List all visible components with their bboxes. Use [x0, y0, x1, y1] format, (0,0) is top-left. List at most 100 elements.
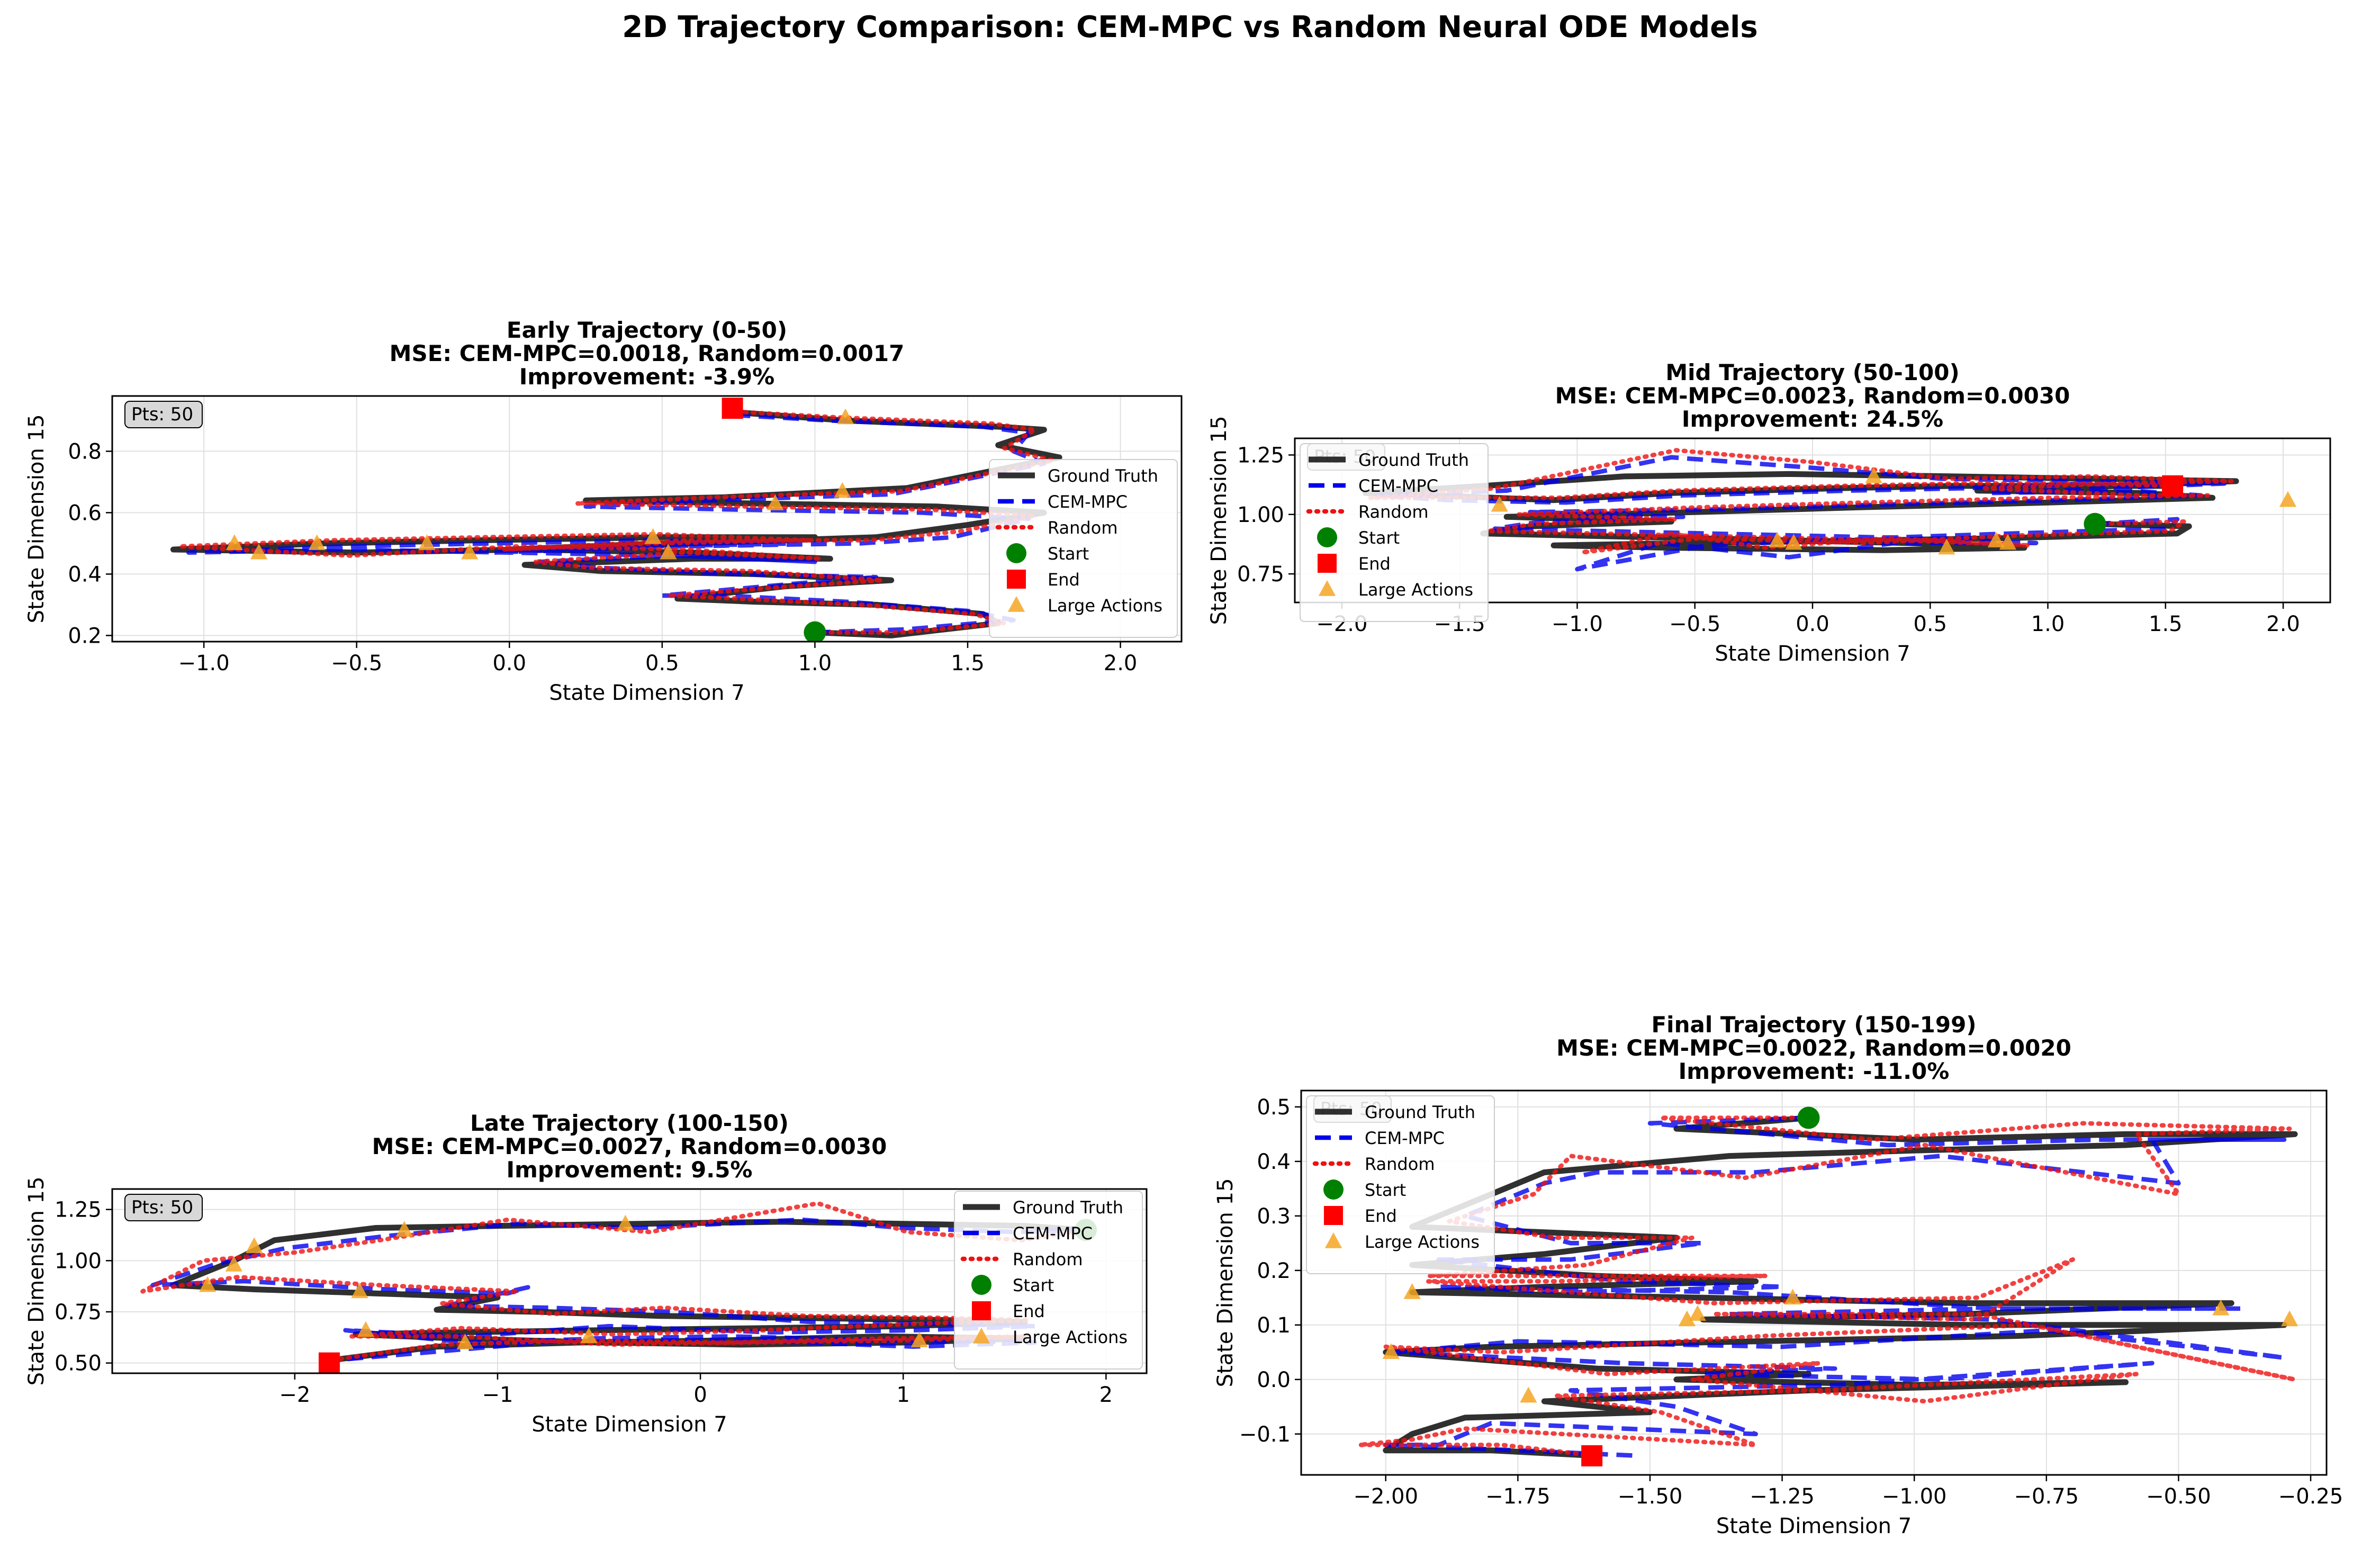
y-tick-label: 0.75: [55, 1300, 102, 1325]
subplot-title-line: MSE: CEM-MPC=0.0022, Random=0.0020: [1556, 1035, 2071, 1061]
large-action-marker: [226, 534, 244, 551]
legend-item: CEM-MPC: [998, 492, 1128, 512]
y-tick-label: 1.00: [55, 1249, 102, 1273]
x-tick-label: 1.0: [2031, 612, 2065, 636]
subplot-1: Early Trajectory (0-50)MSE: CEM-MPC=0.00…: [24, 317, 1183, 705]
x-tick-label: −2: [279, 1383, 310, 1407]
legend-label: End: [1013, 1301, 1045, 1321]
figure-title: 2D Trajectory Comparison: CEM-MPC vs Ran…: [622, 10, 1757, 44]
large-action-marker: [1999, 534, 2017, 550]
large-action-marker: [767, 494, 784, 510]
y-tick-label: 0.0: [1257, 1368, 1291, 1392]
subplot-title-line: Final Trajectory (150-199): [1651, 1012, 1976, 1038]
axes-frame: [1300, 1089, 2328, 1476]
legend-label: Ground Truth: [1358, 450, 1469, 470]
legend-swatch-large-actions: [972, 1328, 990, 1344]
legend-item: End: [1007, 570, 1080, 590]
subplot-4: Final Trajectory (150-199)MSE: CEM-MPC=0…: [1213, 1012, 2343, 1538]
subplot-title-line: MSE: CEM-MPC=0.0018, Random=0.0017: [390, 340, 905, 366]
points-badge-box: [124, 401, 203, 428]
legend-label: Large Actions: [1048, 596, 1162, 616]
x-axis-label: State Dimension 7: [1716, 1514, 1912, 1538]
legend-swatch-start: [1006, 543, 1026, 563]
x-tick-label: −0.50: [2146, 1484, 2211, 1509]
x-tick-label: −0.75: [2014, 1484, 2079, 1509]
legend-label: Start: [1365, 1180, 1406, 1200]
legend-label: Start: [1013, 1275, 1054, 1295]
x-tick-label: 2: [1099, 1383, 1113, 1407]
y-tick-label: −0.1: [1239, 1422, 1291, 1447]
large-action-marker: [2212, 1299, 2230, 1316]
legend-item: End: [1324, 1206, 1397, 1226]
legend-box: [989, 459, 1178, 638]
legend-label: Start: [1358, 528, 1400, 548]
points-badge: Pts: 50: [124, 1194, 203, 1221]
points-badge-label: Pts: 50: [131, 404, 193, 425]
large-action-marker: [660, 543, 677, 560]
y-axis-label: State Dimension 15: [1207, 416, 1231, 625]
legend-label: CEM-MPC: [1358, 476, 1438, 496]
subplot-2: Mid Trajectory (50-100)MSE: CEM-MPC=0.00…: [1207, 359, 2331, 666]
y-tick-label: 0.8: [68, 439, 102, 464]
legend-item: Start: [1317, 527, 1400, 548]
legend-label: Start: [1048, 544, 1089, 564]
legend-item: CEM-MPC: [963, 1223, 1093, 1244]
y-axis-label: State Dimension 15: [1213, 1178, 1238, 1388]
large-action-marker: [1403, 1283, 1421, 1299]
legend-label: Large Actions: [1365, 1232, 1480, 1252]
x-tick-label: 2.0: [1104, 651, 1138, 676]
legend-label: CEM-MPC: [1013, 1223, 1093, 1244]
legend-item: Random: [1306, 502, 1428, 522]
large-action-marker: [1865, 467, 1882, 483]
x-tick-label: 2.0: [2266, 612, 2300, 636]
legend-label: Ground Truth: [1365, 1102, 1475, 1122]
large-action-marker: [1520, 1386, 1537, 1403]
large-action-marker: [357, 1321, 375, 1337]
legend-item: Start: [1006, 543, 1089, 564]
x-tick-label: −1.0: [1552, 612, 1603, 636]
legend-box: [1306, 1095, 1495, 1274]
start-marker: [1797, 1106, 1820, 1129]
x-axis-label: State Dimension 7: [531, 1412, 727, 1437]
axes-frame: [111, 395, 1183, 643]
legend-item: Random: [995, 518, 1117, 538]
end-marker: [722, 398, 743, 419]
legend-swatch-large-actions: [1324, 1232, 1342, 1248]
plot-area: [1357, 1106, 2298, 1466]
x-tick-label: 1.5: [951, 651, 985, 676]
large-action-marker: [308, 534, 326, 551]
x-tick-label: 0.5: [645, 651, 679, 676]
legend-label: Large Actions: [1358, 580, 1473, 600]
series-cem-mpc: [1375, 455, 2227, 572]
legend: Ground Truth CEM-MPC Random Start End Large A…: [1300, 443, 1489, 622]
x-tick-label: −1.50: [1618, 1484, 1683, 1509]
y-tick-label: 0.4: [68, 562, 102, 587]
series-cem-mpc: [1383, 1115, 2287, 1458]
x-tick-label: 0.0: [1796, 612, 1829, 636]
x-tick-label: −1: [482, 1383, 513, 1407]
subplot-3: Late Trajectory (100-150)MSE: CEM-MPC=0.…: [24, 1110, 1148, 1437]
legend-label: Ground Truth: [1048, 466, 1158, 486]
large-action-marker: [1382, 1343, 1400, 1359]
legend-label: Ground Truth: [1013, 1197, 1123, 1218]
legend-swatch-large-actions: [1007, 596, 1025, 612]
legend-item: Random: [960, 1249, 1083, 1269]
legend-label: Large Actions: [1013, 1327, 1128, 1347]
large-action-marker: [1491, 496, 1508, 512]
legend-item: CEM-MPC: [1309, 476, 1438, 496]
y-tick-label: 0.1: [1257, 1313, 1291, 1338]
legend: Ground Truth CEM-MPC Random Start End Large A…: [989, 459, 1178, 638]
large-action-marker: [2280, 1310, 2298, 1327]
y-tick-label: 0.3: [1257, 1204, 1291, 1229]
large-action-marker: [1987, 532, 2005, 547]
subplot-title-line: MSE: CEM-MPC=0.0023, Random=0.0030: [1555, 383, 2070, 409]
points-badge-box: [124, 1194, 203, 1221]
large-action-marker: [461, 543, 479, 560]
large-action-marker: [834, 482, 851, 498]
end-marker: [1581, 1445, 1603, 1466]
legend-item: Large Actions: [972, 1327, 1128, 1347]
legend: Ground Truth CEM-MPC Random Start End Large A…: [1306, 1095, 1495, 1274]
end-marker: [318, 1352, 340, 1373]
legend-item: End: [1318, 554, 1391, 574]
